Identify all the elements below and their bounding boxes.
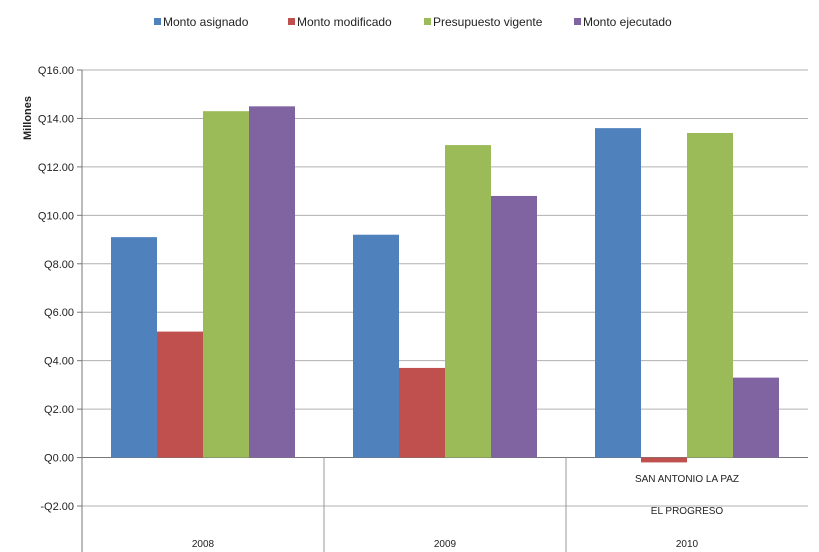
bar <box>491 195 537 458</box>
y-tick-label: Q2.00 <box>44 404 74 416</box>
y-tick-label: Q14.00 <box>38 113 74 125</box>
legend-item: Monto ejecutado <box>574 15 672 29</box>
x-sublabel: SAN ANTONIO LA PAZ <box>635 474 739 485</box>
bar <box>445 145 491 458</box>
legend-swatch <box>288 18 295 25</box>
y-tick-label: -Q2.00 <box>40 501 74 513</box>
bar <box>203 111 249 458</box>
legend-swatch <box>574 18 581 25</box>
legend-swatch <box>424 18 431 25</box>
bar <box>687 132 733 458</box>
y-tick-label: Q8.00 <box>44 259 74 271</box>
bar <box>249 106 295 458</box>
legend-label: Monto ejecutado <box>583 15 672 29</box>
x-group-label: EL PROGRESO <box>651 506 724 517</box>
legend-item: Monto modificado <box>288 15 392 29</box>
bar <box>111 237 157 458</box>
y-tick-label: Q0.00 <box>44 453 74 465</box>
y-axis-label: Millones <box>22 96 34 140</box>
legend-swatch <box>154 18 161 25</box>
legend-label: Presupuesto vigente <box>433 15 543 29</box>
legend-item: Monto asignado <box>154 15 249 29</box>
y-tick-label: Q16.00 <box>38 65 74 77</box>
x-category-label: 2009 <box>434 539 457 550</box>
bar <box>733 377 779 458</box>
y-axis-ticks: -Q2.00 Q0.00 Q2.00 Q4.00 Q6.00 Q8.00 Q10.00 Q12… <box>38 65 83 552</box>
bar <box>353 234 399 458</box>
y-tick-label: Q6.00 <box>44 307 74 319</box>
bars <box>111 106 779 463</box>
legend-label: Monto asignado <box>163 15 249 29</box>
y-tick-label: Q4.00 <box>44 356 74 368</box>
y-tick-label: Q10.00 <box>38 210 74 222</box>
bar <box>641 457 687 463</box>
bar <box>157 331 203 458</box>
legend-label: Monto modificado <box>297 15 392 29</box>
legend-item: Presupuesto vigente <box>424 15 543 29</box>
bar <box>399 367 445 458</box>
bar <box>595 128 641 458</box>
x-axis: 2008 2009 2010 SAN ANTONIO LA PAZ EL PROGRES… <box>192 457 739 552</box>
x-category-label: 2010 <box>676 539 699 550</box>
legend: Monto asignado Monto modificado Presupuest… <box>154 15 672 29</box>
x-category-label: 2008 <box>192 539 215 550</box>
y-tick-label: Q12.00 <box>38 162 74 174</box>
